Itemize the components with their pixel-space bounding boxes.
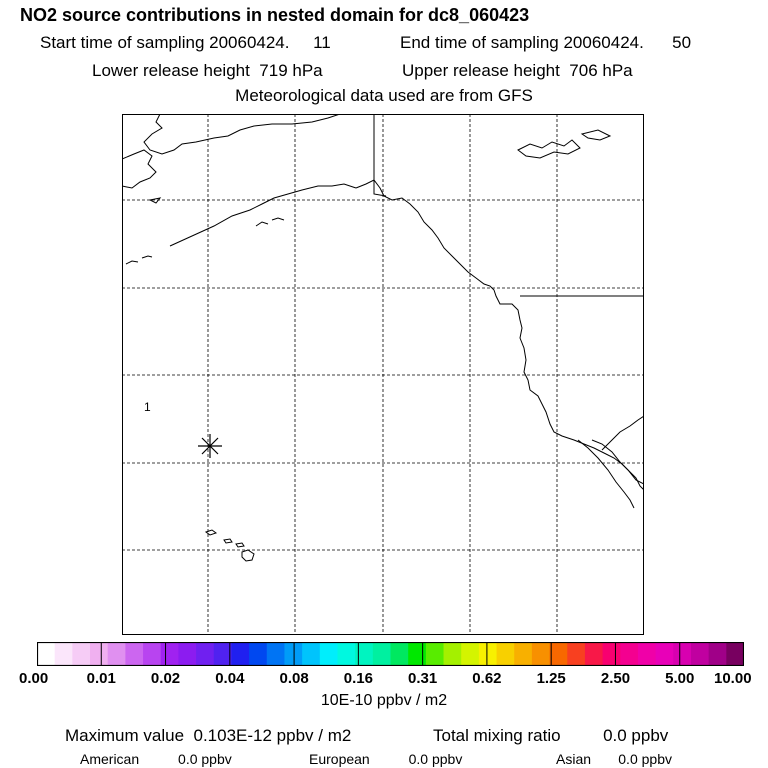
region-asian: Asian 0.0 ppbv [556,751,672,767]
colorbar-cell [637,642,657,666]
colorbar-cell [514,642,533,666]
colorbar-cell [213,642,232,666]
colorbar-cell [584,642,604,666]
colorbar-tick-label: 0.01 [86,670,116,687]
colorbar-cell [408,642,427,666]
colorbar-tick-label: 0.31 [408,670,438,687]
colorbar-cell [72,642,91,666]
colorbar-tick-label: 0.16 [343,670,373,687]
region-label: American [80,751,140,767]
colorbar-units: 10E-10 ppbv / m2 [320,692,448,709]
colorbar-tick-label: 0.00 [19,670,49,687]
colorbar-cell [284,642,303,666]
colorbar-cell [107,642,126,666]
colorbar-tick-label: 0.08 [279,670,309,687]
colorbar-cell [266,642,285,666]
colorbar-cells [37,642,744,666]
colorbar-cell [673,642,692,666]
region-label: Asian [556,751,592,767]
map-panel: 1 [122,114,644,635]
colorbar-cell [143,642,162,666]
met-data-line: Meteorological data used are from GFS [235,86,533,105]
end-time-value: 50 [672,33,692,52]
colorbar-tick-label: 1.25 [536,670,566,687]
colorbar-cell [54,642,73,666]
colorbar-cell [90,642,109,666]
colorbar-cell [655,642,674,666]
region-label: European [309,751,370,767]
colorbar-cell [337,642,356,666]
start-time-line: Start time of sampling 20060424. 11 [40,33,331,53]
colorbar-cell [249,642,268,666]
region-value: 0.0 ppbv [408,751,463,767]
lower-height-line: Lower release height 719 hPa [92,61,323,81]
region-value: 0.0 ppbv [178,751,232,767]
colorbar-tick-label: 5.00 [665,670,695,687]
colorbar-cell [531,642,551,666]
coastlines [122,114,644,562]
max-value: 0.103E-12 ppbv / m2 [193,726,352,745]
colorbar-cell [708,642,727,666]
colorbar-cell [125,642,144,666]
end-time-line: End time of sampling 20060424. 50 [400,33,691,53]
colorbar-cell [620,642,639,666]
colorbar-cell [425,642,445,666]
total-mixing-value: 0.0 ppbv [603,726,669,745]
site-label: 1 [144,400,151,414]
colorbar [37,642,744,666]
release-site-marker [198,434,222,458]
colorbar-cell [443,642,462,666]
max-value-label: Maximum value [65,726,185,745]
colorbar-cell [231,642,250,666]
colorbar-frame [37,642,744,666]
upper-height-line: Upper release height 706 hPa [402,61,633,81]
colorbar-dividers [100,642,681,666]
max-value-line: Maximum value 0.103E-12 ppbv / m2 [65,726,351,746]
upper-height-label: Upper release height [402,61,560,80]
end-time-label: End time of sampling 20060424. [400,33,644,52]
colorbar-tick-label: 10.00 [714,670,752,687]
start-time-value: 11 [313,33,331,52]
total-mixing-label: Total mixing ratio [433,726,561,745]
colorbar-cell [178,642,197,666]
colorbar-cell [496,642,515,666]
colorbar-cell [160,642,179,666]
colorbar-tick-label: 0.04 [215,670,245,687]
region-value: 0.0 ppbv [618,751,672,767]
upper-height-value: 706 hPa [569,61,633,80]
map-grid [122,114,644,635]
colorbar-cell [196,642,215,666]
colorbar-cell [549,642,568,666]
lower-height-value: 719 hPa [259,61,323,80]
colorbar-cell [602,642,621,666]
map-title: NO2 source contributions in nested domai… [20,5,530,25]
colorbar-cell [302,642,321,666]
colorbar-cell [372,642,391,666]
colorbar-tick-label: 0.02 [150,670,181,687]
start-time-label: Start time of sampling 20060424. [40,33,290,52]
colorbar-cell [390,642,409,666]
lower-height-label: Lower release height [92,61,250,80]
colorbar-cell [726,642,744,666]
colorbar-cell [478,642,498,666]
region-european: European 0.0 ppbv [309,751,462,767]
colorbar-cell [567,642,586,666]
colorbar-cell [355,642,374,666]
total-mixing-line: Total mixing ratio 0.0 ppbv [433,726,668,746]
colorbar-tick-label: 0.62 [472,670,502,687]
colorbar-cell [461,642,480,666]
region-american: American 0.0 ppbv [80,751,232,767]
colorbar-tick-label: 2.50 [600,670,631,687]
colorbar-cell [690,642,710,666]
colorbar-cell [37,642,56,666]
colorbar-cell [319,642,338,666]
